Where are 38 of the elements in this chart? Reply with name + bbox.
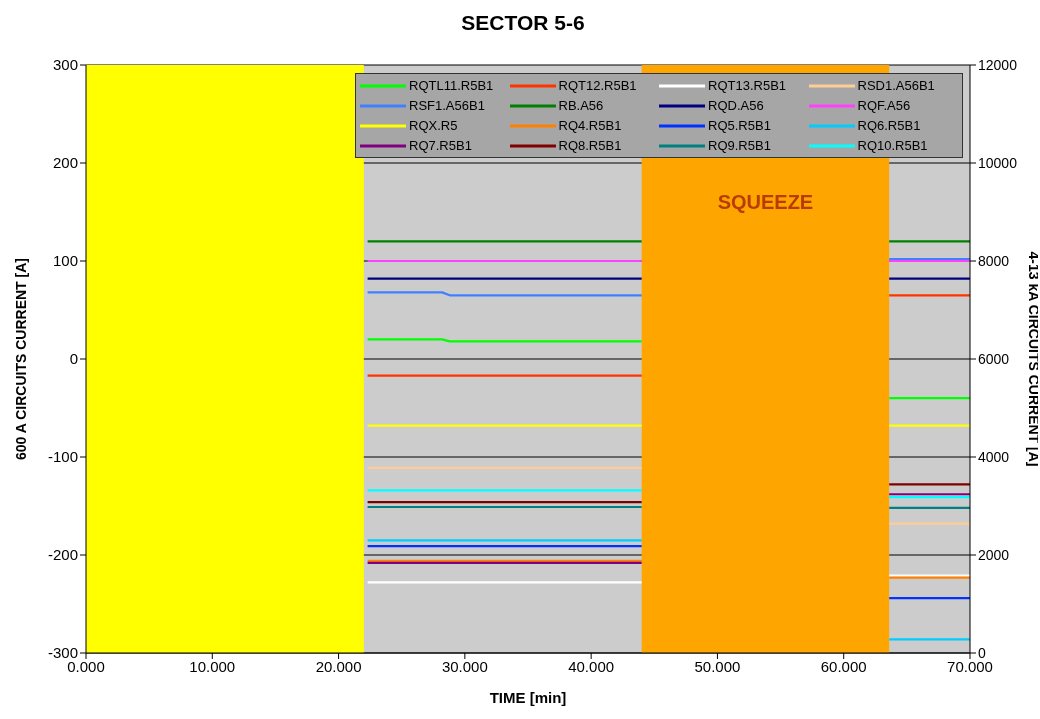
- x-tick-label: 30.000: [441, 657, 488, 675]
- y2-tick-label: 12000: [978, 56, 1018, 73]
- y2-tick-label: 10000: [978, 154, 1018, 171]
- y-tick-label: 100: [52, 252, 78, 270]
- legend-label: RQ7.R5B1: [409, 138, 472, 153]
- legend-label: RQ4.R5B1: [558, 118, 622, 133]
- y-tick-label: 0: [69, 350, 78, 368]
- legend-label: RSF1.A56B1: [409, 98, 485, 113]
- legend-label: RQT12.R5B1: [558, 78, 637, 93]
- x-axis-title: TIME [min]: [489, 689, 567, 706]
- legend-label: RQ8.R5B1: [558, 138, 622, 153]
- legend-label: RQX.R5: [409, 118, 458, 133]
- y-tick-label: 200: [52, 154, 78, 172]
- x-tick-label: 40.000: [568, 657, 615, 675]
- y2-tick-label: 8000: [978, 252, 1010, 269]
- legend-label: RQD.A56: [708, 98, 764, 113]
- legend-label: RQF.A56: [857, 98, 911, 113]
- legend-label: RQ9.R5B1: [708, 138, 771, 153]
- y-axis-title: 600 A CIRCUITS CURRENT [A]: [12, 258, 29, 460]
- legend-label: RQ6.R5B1: [857, 118, 921, 133]
- x-tick-label: 60.000: [820, 657, 867, 675]
- legend-label: RSD1.A56B1: [857, 78, 935, 93]
- x-tick-label: 50.000: [694, 657, 741, 675]
- x-tick-label: 10.000: [189, 657, 236, 675]
- y-tick-label: -200: [47, 546, 78, 564]
- legend-label: RQ5.R5B1: [708, 118, 771, 133]
- y-tick-label: -100: [47, 448, 78, 466]
- y2-tick-label: 4000: [978, 448, 1010, 465]
- legend-label: RQTL11.R5B1: [409, 78, 494, 93]
- legend-label: RQT13.R5B1: [708, 78, 787, 93]
- x-tick-label: 20.000: [315, 657, 362, 675]
- legend-label: RB.A56: [558, 98, 604, 113]
- y2-tick-label: 6000: [978, 350, 1010, 367]
- y2-tick-label: 2000: [978, 546, 1010, 563]
- chart-title: SECTOR 5-6: [460, 10, 586, 36]
- legend-label: RQ10.R5B1: [857, 138, 928, 153]
- y-tick-label: 300: [52, 56, 78, 74]
- band-label: SQUEEZE: [717, 191, 814, 214]
